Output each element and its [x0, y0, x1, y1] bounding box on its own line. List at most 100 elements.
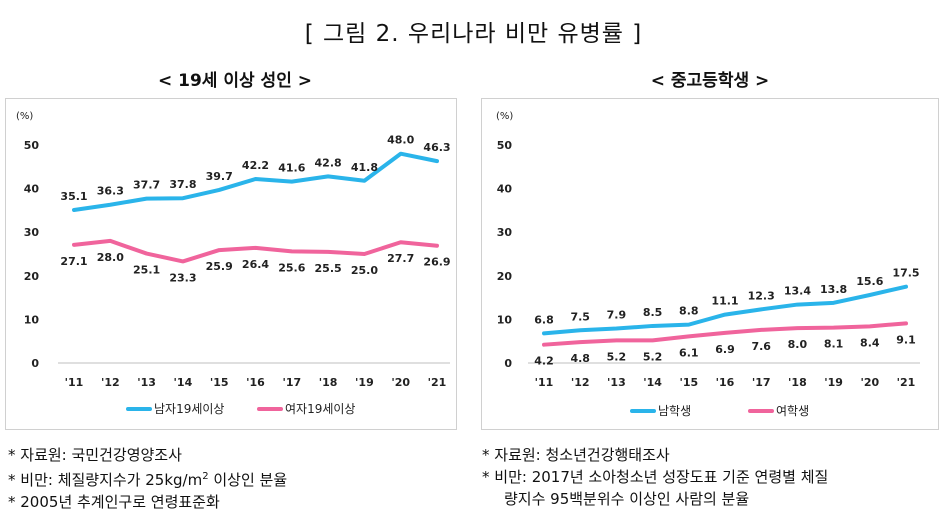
data-label: 6.1 [679, 346, 699, 359]
data-label: 6.9 [715, 343, 735, 356]
note-definition-continued: 량지수 95백분위수 이상인 사람의 분율 [504, 490, 750, 508]
data-label: 41.6 [278, 162, 305, 175]
chart-title-students: < 중고등학생 > [650, 71, 770, 91]
data-label: 5.2 [607, 350, 627, 363]
y-tick-label: 30 [497, 226, 513, 239]
student-obesity-chart-svg: (%) 0 10 20 30 40 50 '11 '12 '13 '14 '15 '16 '17 '18 '1… [496, 111, 920, 418]
y-tick-label: 40 [24, 183, 40, 196]
x-tick-label: '13 [137, 376, 156, 389]
x-tick-label: '19 [824, 376, 843, 389]
note-standardization: * 2005년 추계인구로 연령표준화 [8, 493, 220, 511]
data-label: 6.8 [534, 313, 554, 326]
y-tick-label: 50 [497, 139, 513, 152]
x-tick-label: '15 [679, 376, 698, 389]
data-label: 5.2 [643, 350, 663, 363]
notes-adults: * 자료원: 국민건강영양조사 * 비만: 체질량지수가 25kg/m2 이상인… [8, 444, 448, 513]
data-label: 26.4 [242, 258, 269, 271]
x-tick-label: '17 [752, 376, 771, 389]
series-line-male [72, 151, 439, 212]
legend-label: 여자19세이상 [285, 402, 355, 416]
y-tick-label: 10 [24, 313, 40, 326]
adult-obesity-chart: (%) 0 10 20 30 40 50 '11 '12 '13 '14 '15 '16 '17 '18 '1… [5, 98, 457, 430]
x-tick-label: '21 [428, 376, 447, 389]
data-label: 4.8 [570, 352, 590, 365]
note-definition-suffix: 이상인 분율 [208, 471, 288, 489]
y-tick-label: 0 [31, 357, 39, 370]
legend-label: 남자19세이상 [154, 402, 224, 416]
data-label: 7.9 [607, 309, 627, 322]
data-label: 11.1 [711, 295, 738, 308]
x-tick-label: '14 [174, 376, 193, 389]
data-label: 8.0 [788, 338, 808, 351]
note-source: * 자료원: 국민건강영양조사 [8, 446, 182, 464]
data-label: 39.7 [206, 170, 233, 183]
data-label: 37.7 [133, 179, 160, 192]
data-label: 23.3 [169, 271, 196, 284]
data-label: 25.5 [315, 262, 342, 275]
data-label: 37.8 [169, 178, 196, 191]
data-label: 7.5 [570, 310, 590, 323]
legend-label: 여학생 [776, 404, 809, 418]
chart-title-adults: < 19세 이상 성인 > [157, 71, 313, 91]
data-label: 25.6 [278, 261, 305, 274]
x-tick-label: '20 [391, 376, 410, 389]
data-label: 27.7 [387, 252, 414, 265]
x-tick-label: '21 [897, 376, 916, 389]
x-tick-label: '13 [607, 376, 626, 389]
data-label: 8.4 [860, 336, 880, 349]
y-unit-label: (%) [496, 111, 513, 122]
data-label: 35.1 [60, 190, 87, 203]
series-line-female [542, 321, 908, 347]
x-tick-label: '16 [716, 376, 735, 389]
y-tick-label: 0 [504, 357, 512, 370]
data-label: 12.3 [748, 289, 775, 302]
note-definition-text: * 비만: 체질량지수가 25kg/m [8, 471, 203, 489]
y-tick-label: 20 [24, 270, 40, 283]
x-tick-label: '17 [282, 376, 301, 389]
data-label: 41.8 [351, 161, 378, 174]
data-label: 46.3 [423, 141, 450, 154]
data-label: 9.1 [896, 333, 916, 346]
data-label: 28.0 [97, 251, 124, 264]
data-label: 25.9 [206, 260, 233, 273]
x-tick-label: '12 [571, 376, 590, 389]
data-label: 13.4 [784, 285, 811, 298]
series-line-male [542, 284, 908, 336]
note-definition-sup: 2 [202, 471, 209, 482]
figure-title: [ 그림 2. 우리나라 비만 유병률 ] [304, 21, 643, 47]
data-label: 48.0 [387, 134, 414, 147]
y-tick-label: 20 [497, 270, 513, 283]
x-tick-label: '18 [788, 376, 807, 389]
y-tick-label: 40 [497, 183, 513, 196]
data-label: 42.8 [315, 156, 342, 169]
x-tick-label: '11 [535, 376, 554, 389]
legend-label: 남학생 [658, 404, 691, 418]
x-tick-label: '14 [643, 376, 662, 389]
y-tick-label: 30 [24, 226, 40, 239]
data-label: 8.8 [679, 305, 699, 318]
data-label: 36.3 [97, 185, 124, 198]
data-label: 8.1 [824, 338, 844, 351]
x-tick-label: '15 [210, 376, 229, 389]
data-label: 25.1 [133, 264, 160, 277]
x-tick-label: '20 [860, 376, 879, 389]
data-label: 25.0 [351, 264, 378, 277]
data-label: 4.2 [534, 355, 554, 368]
x-tick-label: '18 [319, 376, 338, 389]
data-label: 13.8 [820, 283, 847, 296]
x-tick-label: '11 [65, 376, 84, 389]
notes-students: * 자료원: 청소년건강행태조사 * 비만: 2017년 소아청소년 성장도표 … [482, 444, 942, 510]
y-unit-label: (%) [16, 111, 33, 122]
data-label: 27.1 [60, 255, 87, 268]
data-label: 7.6 [751, 340, 771, 353]
note-source: * 자료원: 청소년건강행태조사 [482, 446, 670, 464]
y-tick-label: 50 [24, 139, 40, 152]
data-label: 42.2 [242, 159, 269, 172]
x-tick-label: '19 [355, 376, 374, 389]
y-tick-label: 10 [497, 313, 513, 326]
data-label: 17.5 [892, 267, 919, 280]
note-definition: * 비만: 2017년 소아청소년 성장도표 기준 연령별 체질 [482, 468, 829, 486]
student-obesity-chart: (%) 0 10 20 30 40 50 '11 '12 '13 '14 '15 '16 '17 '18 '1… [481, 98, 939, 430]
data-label: 26.9 [423, 256, 450, 269]
adult-obesity-chart-svg: (%) 0 10 20 30 40 50 '11 '12 '13 '14 '15 '16 '17 '18 '1… [16, 111, 451, 416]
